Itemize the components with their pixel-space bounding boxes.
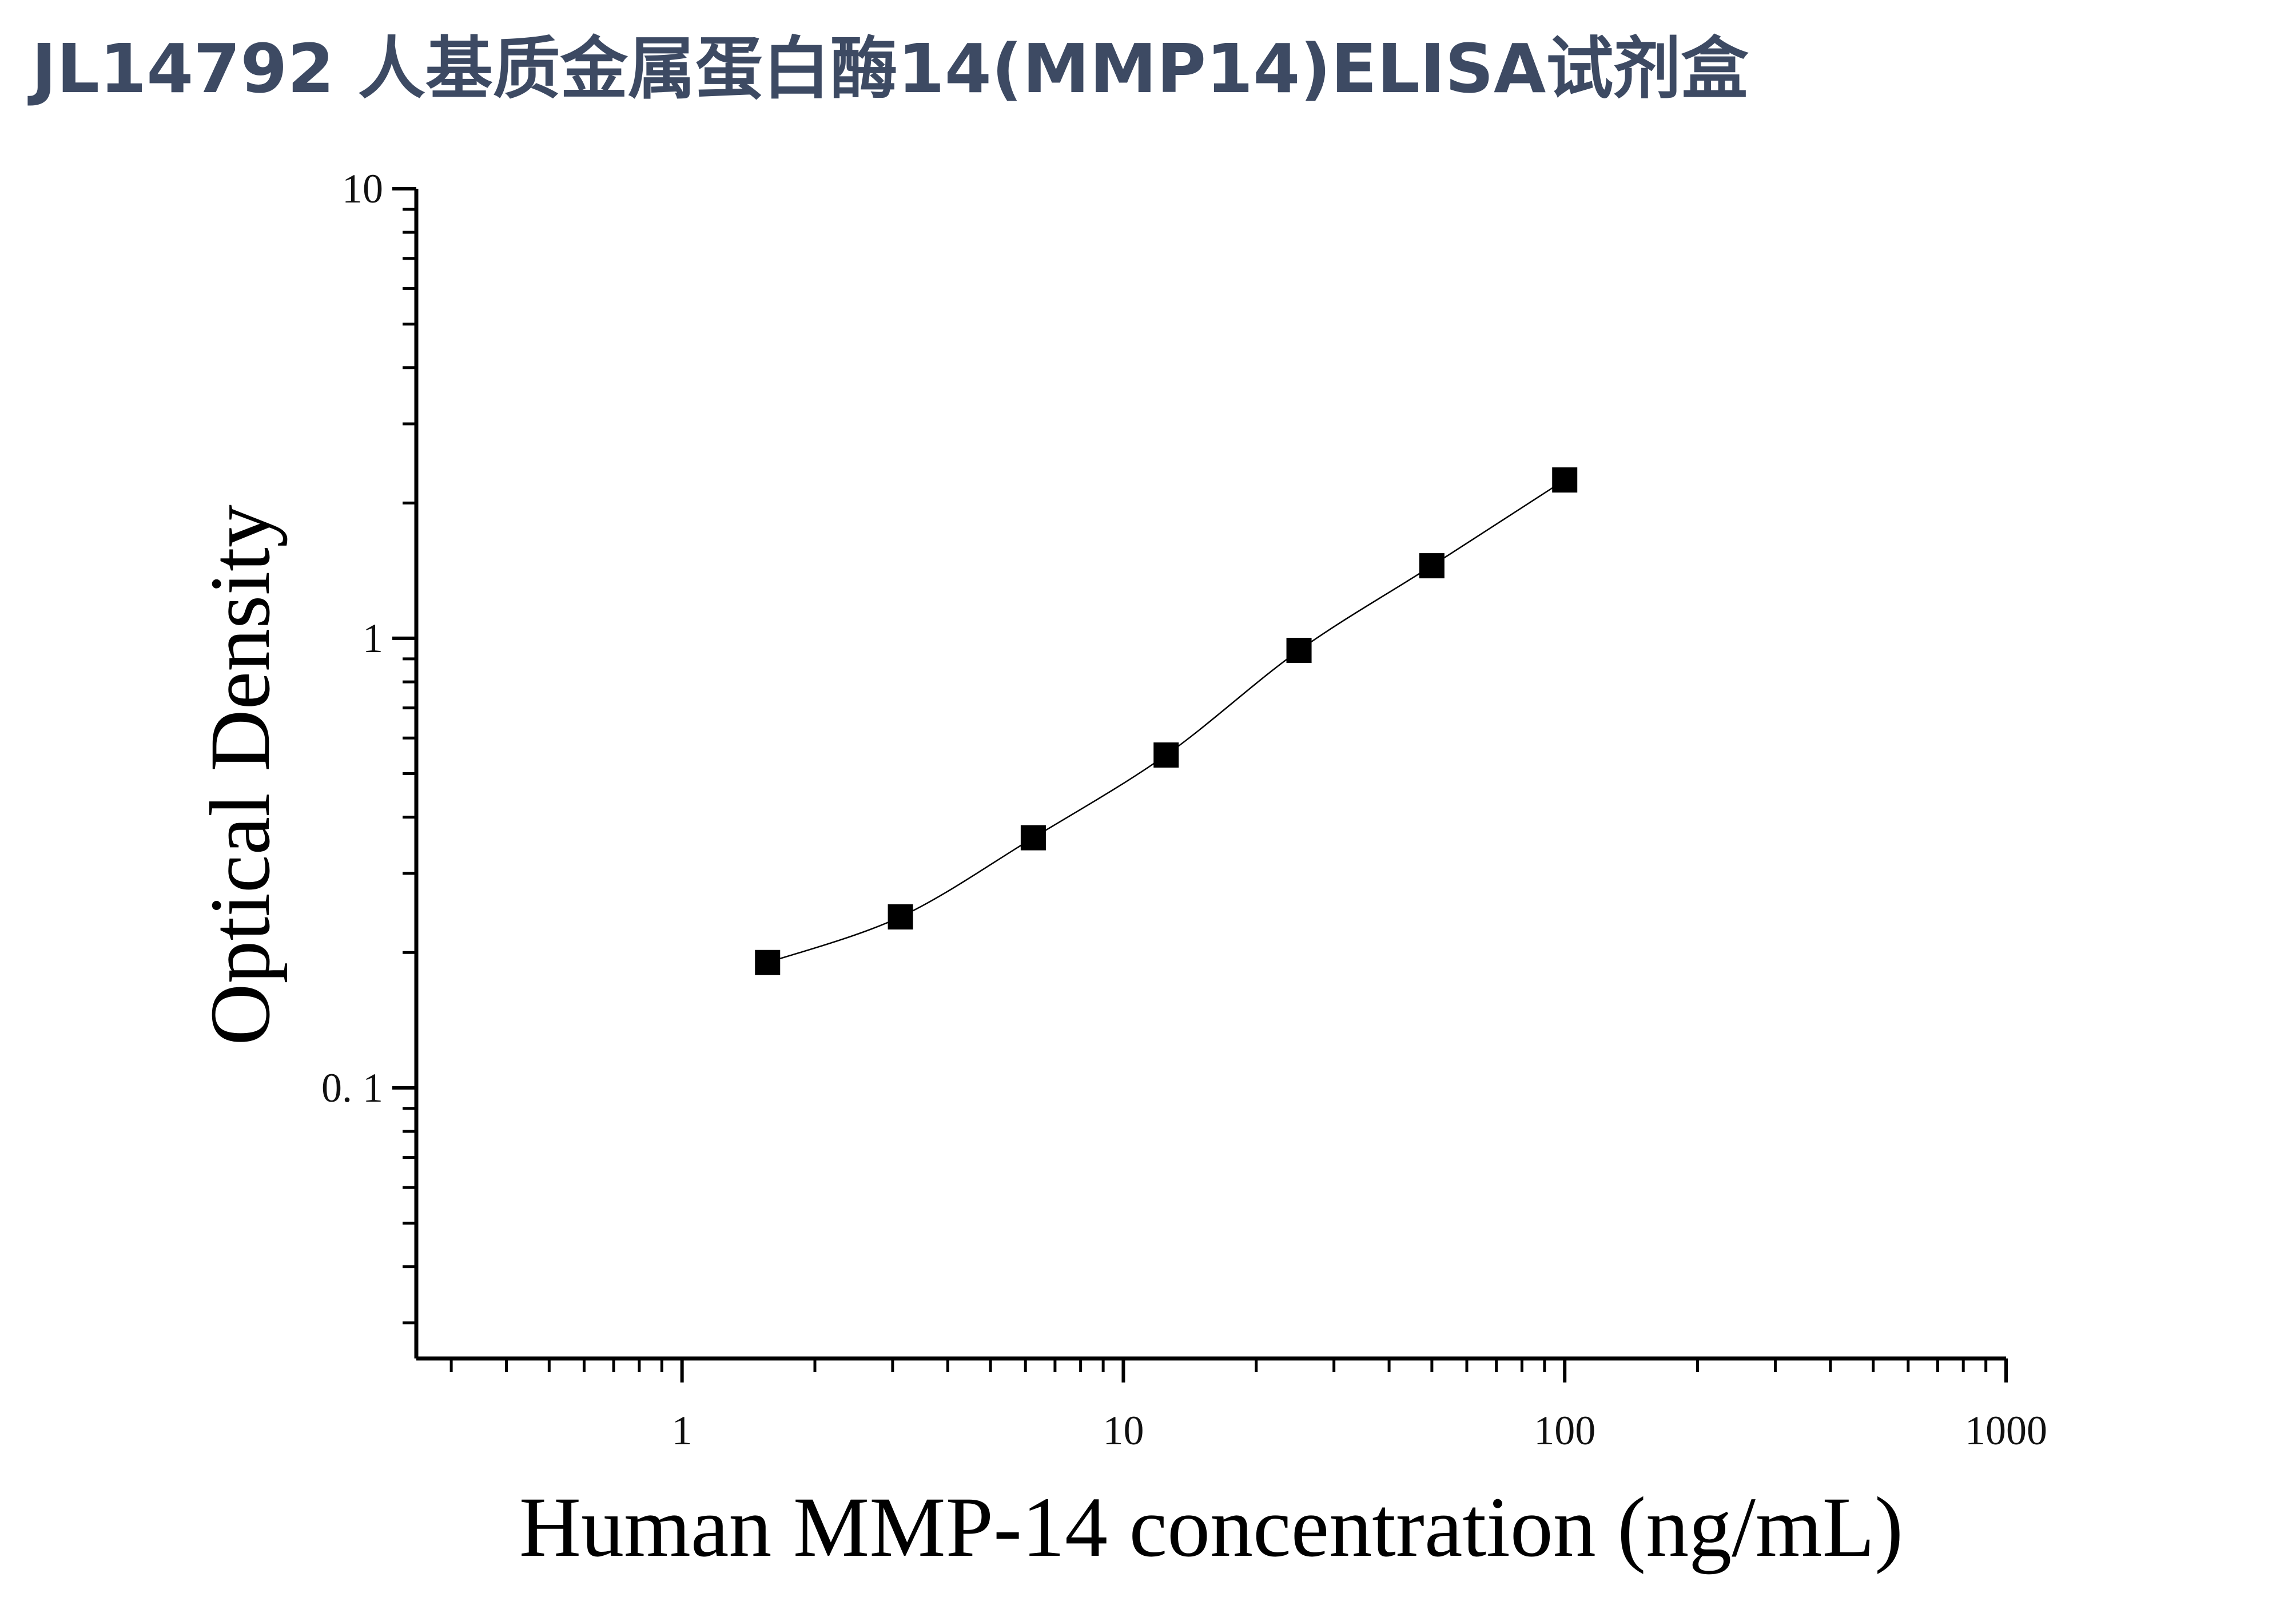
x-tick-label: 1 <box>672 1408 693 1453</box>
y-tick-label: 1 <box>363 615 383 661</box>
data-point <box>1286 638 1312 664</box>
x-tick-label: 1000 <box>1965 1408 2047 1453</box>
data-points <box>755 467 1578 975</box>
chart-title: JL14792 人基质金属蛋白酶14(MMP14)ELISA试剂盒 <box>31 29 1749 108</box>
data-point <box>888 904 913 930</box>
data-point <box>1153 742 1179 768</box>
tick-labels: 1 10 100 1000 0. 1 1 10 <box>321 166 2047 1453</box>
y-tick-label: 0. 1 <box>321 1065 383 1111</box>
tick-marks <box>392 187 2008 1382</box>
fit-curve <box>767 479 1565 963</box>
fit-curve-layer <box>767 479 1565 963</box>
x-tick-label: 10 <box>1103 1408 1144 1453</box>
data-point <box>1552 467 1578 493</box>
data-point <box>1020 825 1046 851</box>
x-tick-label: 100 <box>1534 1408 1595 1453</box>
data-point <box>755 950 781 975</box>
data-point <box>1419 553 1445 579</box>
y-tick-label: 10 <box>342 166 383 212</box>
x-axis-label: Human MMP-14 concentration (ng/mL) <box>519 1480 1903 1575</box>
y-axis-label: Optical Density <box>193 504 288 1046</box>
